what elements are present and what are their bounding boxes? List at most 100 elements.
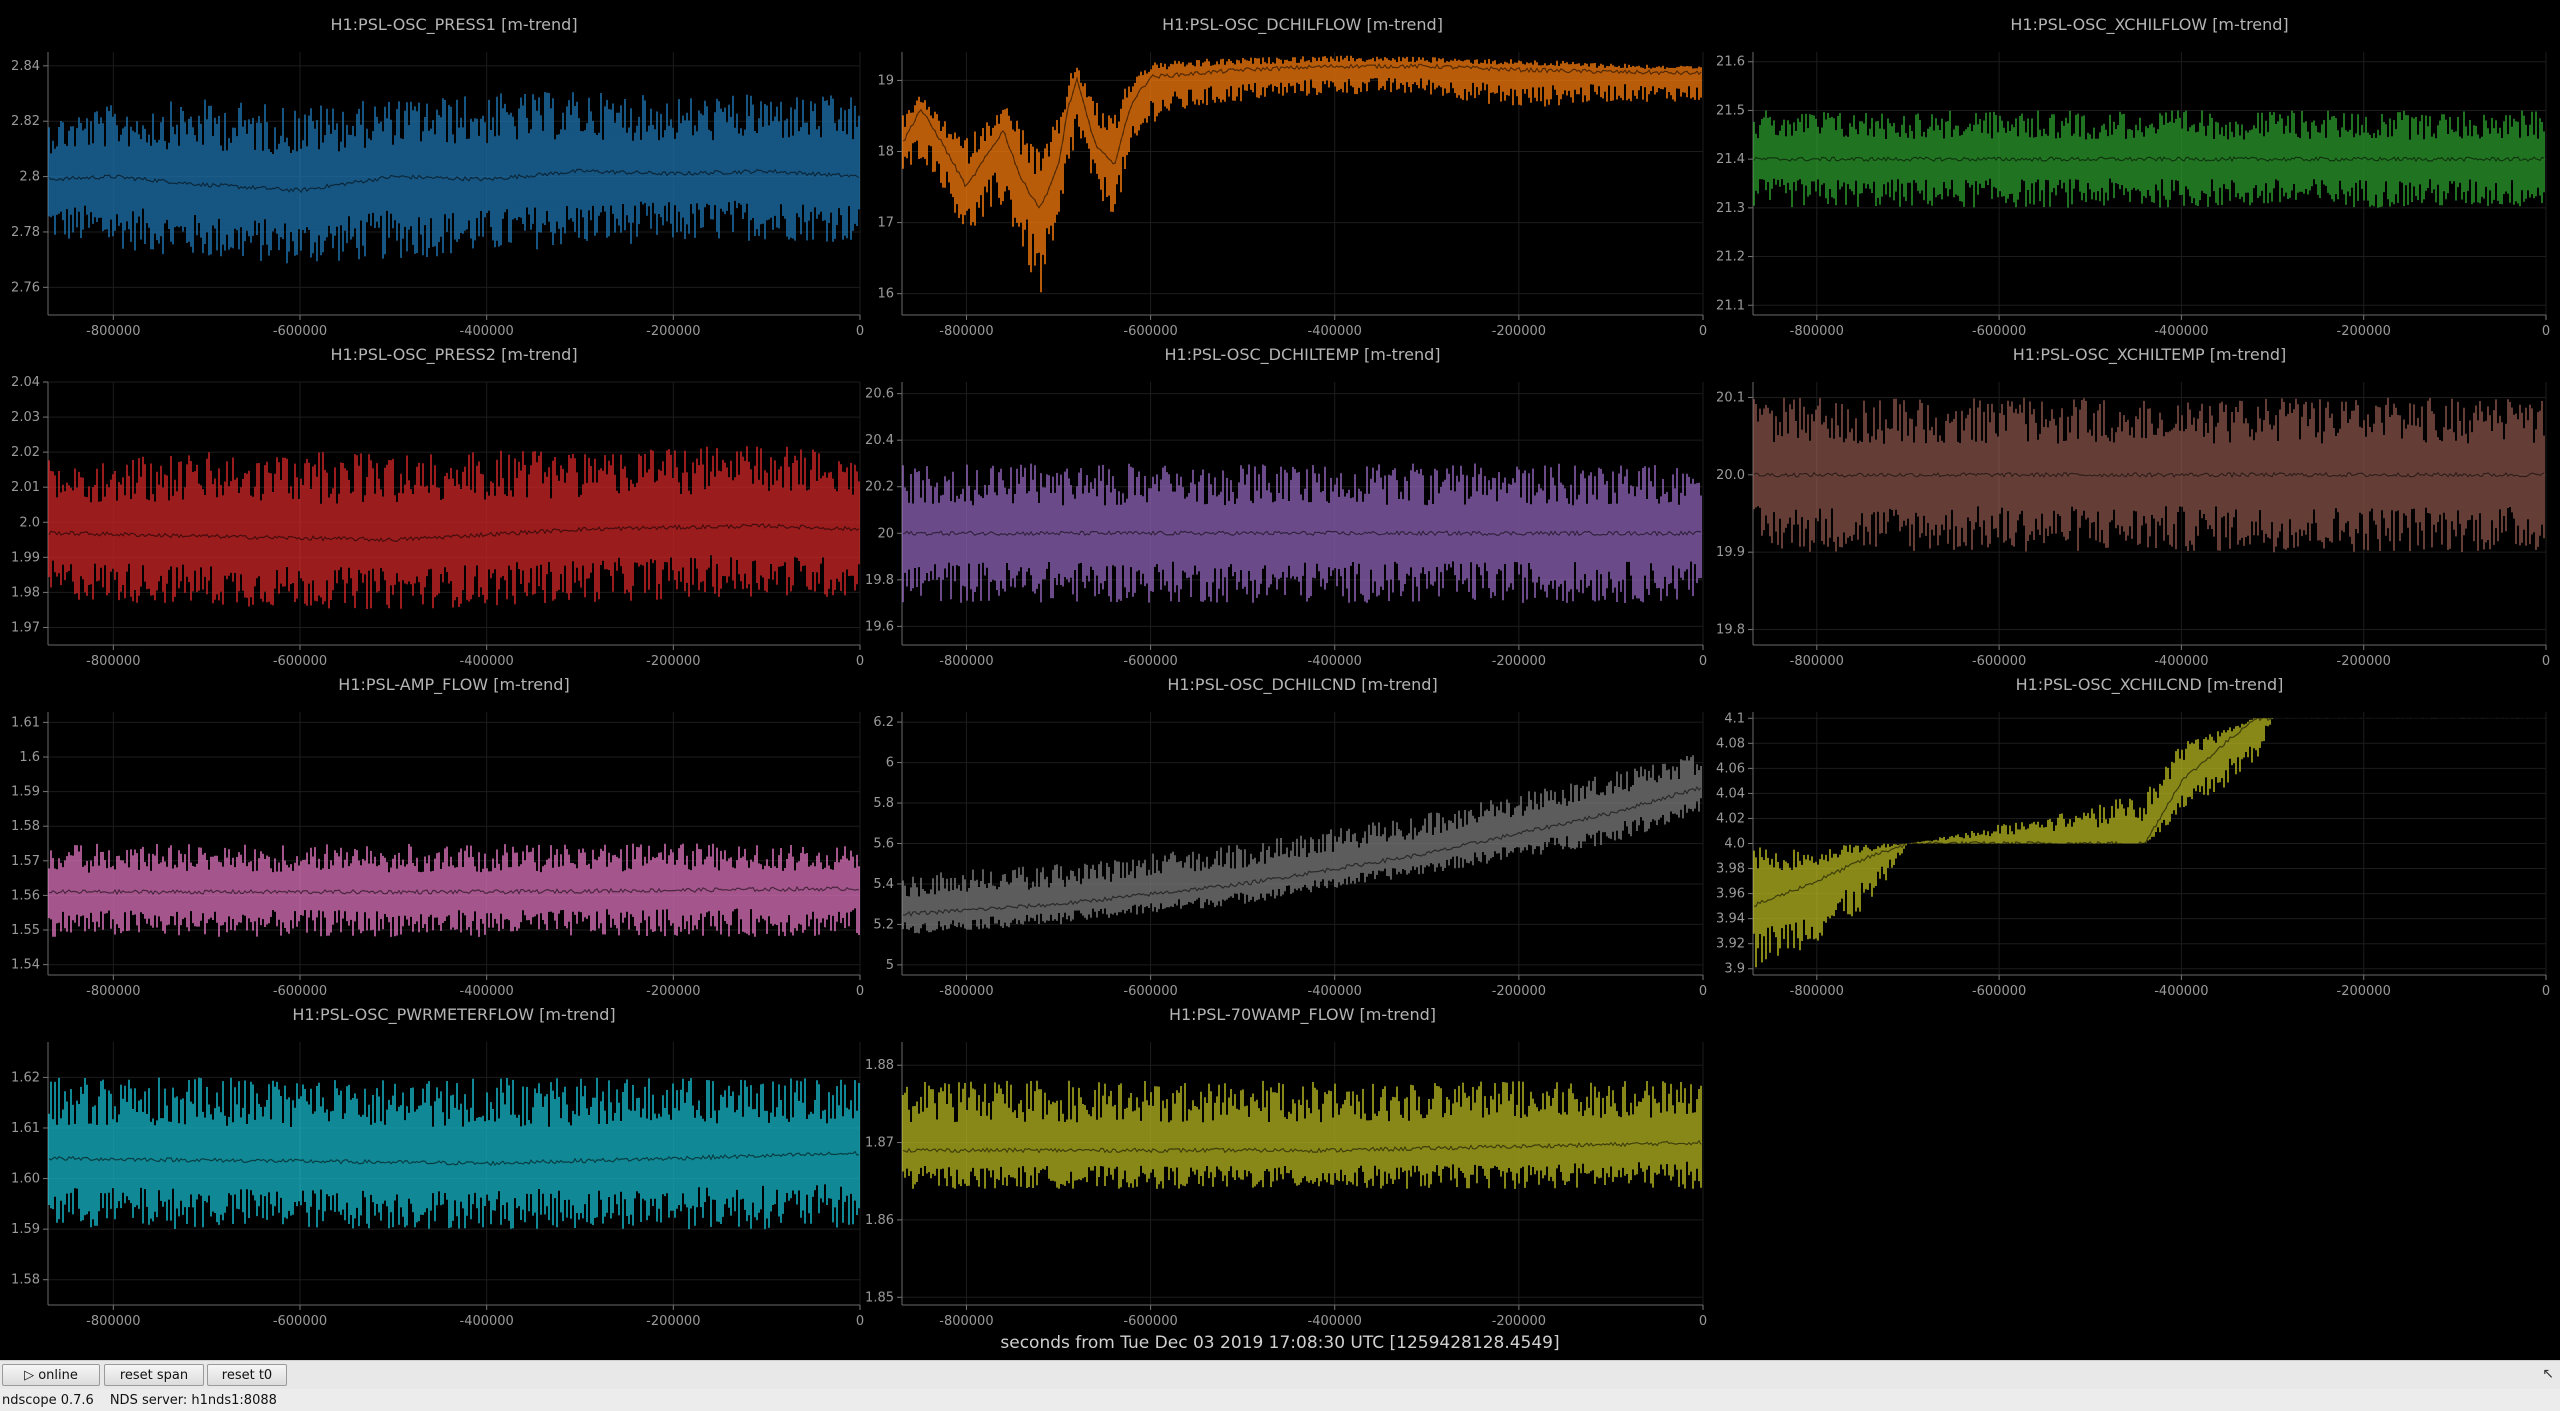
x-tick-label: 0 <box>1699 324 1707 339</box>
x-tick-label: -400000 <box>460 984 514 999</box>
y-tick-label: 4.04 <box>1716 786 1745 801</box>
x-tick-label: -800000 <box>1790 654 1844 669</box>
y-tick-label: 4.0 <box>1724 837 1745 852</box>
x-tick-label: -200000 <box>1492 1314 1546 1329</box>
plot-panel[interactable]: H1:PSL-OSC_DCHILTEMP [m-trend] -800000 -60… <box>865 345 1707 669</box>
x-tick-label: -600000 <box>1123 1314 1177 1329</box>
reset-span-button[interactable]: reset span <box>104 1364 204 1386</box>
plot-panel[interactable]: H1:PSL-OSC_XCHILTEMP [m-trend] -800000 -60… <box>1716 345 2550 669</box>
y-tick-label: 6.2 <box>873 715 894 730</box>
y-tick-label: 1.86 <box>865 1213 894 1228</box>
x-tick-label: -200000 <box>2337 654 2391 669</box>
y-tick-label: 4.02 <box>1716 811 1745 826</box>
y-tick-label: 4.06 <box>1716 761 1745 776</box>
x-tick-label: -600000 <box>273 324 327 339</box>
y-tick-label: 3.9 <box>1724 962 1745 977</box>
plot-panel[interactable]: H1:PSL-OSC_XCHILFLOW [m-trend] -800000 -60… <box>1716 15 2550 339</box>
online-button[interactable]: ▷ online <box>2 1364 100 1386</box>
y-tick-label: 1.60 <box>11 1172 40 1187</box>
y-tick-label: 20 <box>877 526 894 541</box>
plot-panel[interactable]: H1:PSL-OSC_DCHILCND [m-trend] -800000 -600… <box>873 675 1707 999</box>
x-tick-label: -400000 <box>2154 984 2208 999</box>
series-mean-line <box>1753 471 2545 478</box>
series-mean-line <box>902 530 1702 537</box>
plot-panel[interactable]: H1:PSL-OSC_PWRMETERFLOW [m-trend] -800000… <box>11 1005 864 1329</box>
x-tick-label: -200000 <box>1492 324 1546 339</box>
y-tick-label: 4.08 <box>1716 736 1745 751</box>
x-tick-label: -400000 <box>1308 1314 1362 1329</box>
x-tick-label: 0 <box>856 984 864 999</box>
x-tick-label: -600000 <box>1972 984 2026 999</box>
y-tick-label: 2.82 <box>11 114 40 129</box>
x-tick-label: -200000 <box>1492 984 1546 999</box>
x-tick-label: 0 <box>1699 654 1707 669</box>
toolbar: ▷ online reset span reset t0 ↖ <box>0 1360 2560 1389</box>
y-tick-label: 2.01 <box>11 480 40 495</box>
plot-panel[interactable]: H1:PSL-AMP_FLOW [m-trend] -800000 -600000 -… <box>11 675 864 999</box>
plot-panel[interactable]: H1:PSL-OSC_PRESS2 [m-trend] -800000 -60000… <box>11 345 864 669</box>
reset-t0-button[interactable]: reset t0 <box>207 1364 287 1386</box>
plot-panel[interactable]: H1:PSL-OSC_PRESS1 [m-trend] -800000 -60000… <box>11 15 864 339</box>
plot-title: H1:PSL-OSC_XCHILFLOW [m-trend] <box>2010 15 2288 35</box>
y-tick-label: 19.9 <box>1716 545 1745 560</box>
series-envelope <box>1753 718 2273 968</box>
y-tick-label: 21.5 <box>1716 103 1745 118</box>
resize-handle-icon[interactable]: ↖ <box>2542 1366 2554 1382</box>
plot-title: H1:PSL-AMP_FLOW [m-trend] <box>338 675 569 695</box>
server-label: NDS server: h1nds1:8088 <box>109 1392 277 1408</box>
x-tick-label: -800000 <box>939 654 993 669</box>
x-tick-label: -800000 <box>939 1314 993 1329</box>
x-tick-label: -800000 <box>86 984 140 999</box>
x-tick-label: -600000 <box>1972 324 2026 339</box>
y-tick-label: 2.03 <box>11 410 40 425</box>
plot-title: H1:PSL-OSC_PRESS1 [m-trend] <box>330 15 577 35</box>
x-tick-label: -200000 <box>646 654 700 669</box>
x-tick-label: -400000 <box>2154 654 2208 669</box>
plot-title: H1:PSL-OSC_DCHILFLOW [m-trend] <box>1162 15 1443 35</box>
plot-panel[interactable]: H1:PSL-OSC_DCHILFLOW [m-trend] -800000 -60… <box>877 15 1707 339</box>
x-tick-label: -200000 <box>646 984 700 999</box>
x-axis-caption: seconds from Tue Dec 03 2019 17:08:30 UT… <box>1000 1333 1560 1353</box>
x-tick-label: -200000 <box>646 324 700 339</box>
y-tick-label: 21.2 <box>1716 250 1745 265</box>
y-tick-label: 1.58 <box>11 1273 40 1288</box>
y-tick-label: 21.1 <box>1716 298 1745 313</box>
x-tick-label: -400000 <box>460 654 514 669</box>
y-tick-label: 3.92 <box>1716 937 1745 952</box>
plot-panel[interactable]: H1:PSL-OSC_XCHILCND [m-trend] -800000 -600… <box>1716 675 2550 999</box>
x-tick-label: -600000 <box>1123 984 1177 999</box>
series-envelope <box>902 55 1702 293</box>
x-tick-label: 0 <box>2542 654 2550 669</box>
y-tick-label: 16 <box>877 287 894 302</box>
y-tick-label: 1.87 <box>865 1136 894 1151</box>
y-tick-label: 1.61 <box>11 715 40 730</box>
x-tick-label: -800000 <box>86 654 140 669</box>
y-tick-label: 2.8 <box>19 170 40 185</box>
x-tick-label: -600000 <box>1123 324 1177 339</box>
x-tick-label: -600000 <box>273 1314 327 1329</box>
y-tick-label: 1.56 <box>11 888 40 903</box>
plot-panel[interactable]: H1:PSL-70WAMP_FLOW [m-trend] -800000 -6000… <box>865 1005 1707 1329</box>
y-tick-label: 1.88 <box>865 1058 894 1073</box>
y-tick-label: 1.61 <box>11 1121 40 1136</box>
y-tick-label: 18 <box>877 145 894 160</box>
x-tick-label: 0 <box>1699 1314 1707 1329</box>
plot-grid[interactable]: H1:PSL-OSC_PRESS1 [m-trend] -800000 -60000… <box>0 0 2560 1360</box>
y-tick-label: 21.4 <box>1716 152 1745 167</box>
plot-title: H1:PSL-OSC_XCHILCND [m-trend] <box>2016 675 2284 695</box>
plot-title: H1:PSL-OSC_PWRMETERFLOW [m-trend] <box>292 1005 615 1025</box>
status-bar: ndscope 0.7.6 NDS server: h1nds1:8088 <box>0 1389 2560 1411</box>
y-tick-label: 1.59 <box>11 1222 40 1237</box>
plots-canvas[interactable]: H1:PSL-OSC_PRESS1 [m-trend] -800000 -60000… <box>0 0 2560 1330</box>
y-tick-label: 2.84 <box>11 59 40 74</box>
y-tick-label: 1.85 <box>865 1290 894 1305</box>
y-tick-label: 4.1 <box>1724 711 1745 726</box>
plot-title: H1:PSL-OSC_PRESS2 [m-trend] <box>330 345 577 365</box>
plot-title: H1:PSL-OSC_DCHILCND [m-trend] <box>1167 675 1437 695</box>
x-tick-label: 0 <box>1699 984 1707 999</box>
y-tick-label: 2.0 <box>19 515 40 530</box>
y-tick-label: 6 <box>886 756 894 771</box>
series-mean-line <box>1753 156 2545 163</box>
x-tick-label: -400000 <box>460 1314 514 1329</box>
series-mean-line <box>49 886 860 896</box>
